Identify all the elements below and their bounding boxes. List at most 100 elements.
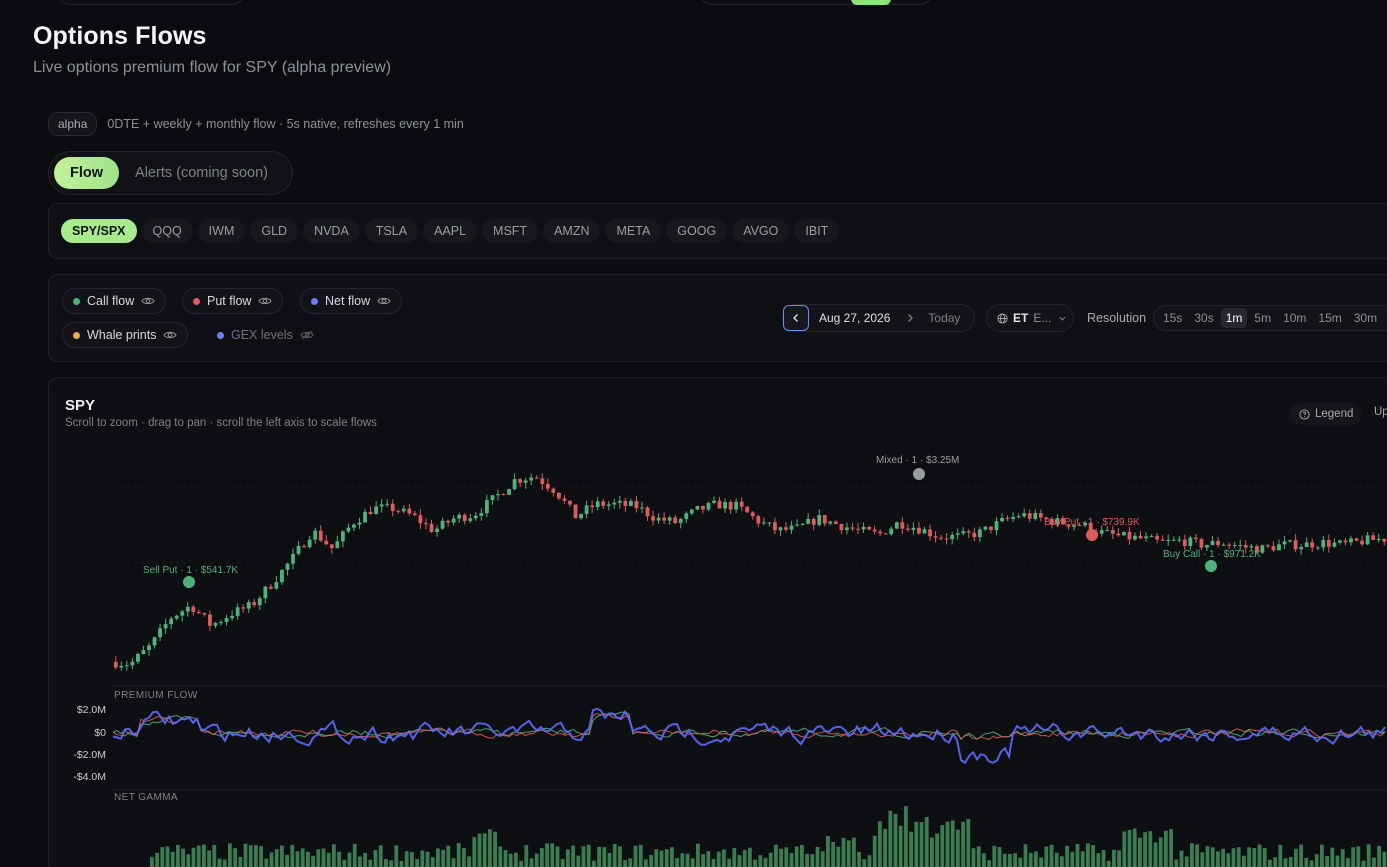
gamma-bar: [1028, 852, 1033, 867]
gamma-bar: [207, 850, 211, 867]
ticker-spy-spx[interactable]: SPY/SPX: [61, 219, 137, 243]
gex-levels-dot: [217, 331, 224, 339]
candle-body: [1205, 544, 1209, 548]
ticker-goog[interactable]: GOOG: [666, 219, 728, 243]
layer-chip-whale-prints[interactable]: Whale prints: [62, 322, 189, 348]
gamma-bar: [1221, 848, 1225, 867]
gamma-bar: [410, 852, 414, 867]
gamma-bar: [805, 853, 809, 867]
gamma-bar: [477, 833, 482, 867]
layer-chip-put-flow[interactable]: Put flow: [182, 288, 284, 314]
gamma-bar: [295, 851, 300, 867]
resolution-15m[interactable]: 15m: [1318, 311, 1342, 325]
eye-icon[interactable]: [163, 330, 178, 340]
legend-button[interactable]: Legend: [1290, 403, 1363, 425]
gamma-bar: [872, 835, 877, 867]
ticker-aapl[interactable]: AAPL: [423, 219, 478, 243]
candle-body: [977, 529, 982, 538]
eye-icon[interactable]: [141, 296, 155, 306]
ticker-msft[interactable]: MSFT: [482, 219, 539, 243]
gamma-bar: [930, 837, 934, 867]
layer-chip-call-flow[interactable]: Call flow: [62, 288, 167, 314]
gamma-bar: [1060, 856, 1064, 867]
gamma-bar: [1262, 848, 1267, 867]
gamma-bar: [503, 850, 508, 867]
chart-extra-button[interactable]: Up: [1374, 406, 1387, 418]
gamma-bar: [1034, 851, 1038, 867]
gamma-bar: [1382, 851, 1387, 867]
ticker-meta[interactable]: META: [605, 219, 662, 243]
layer-chip-net-flow[interactable]: Net flow: [300, 288, 403, 314]
ticker-ibit[interactable]: IBIT: [794, 219, 840, 243]
eye-icon[interactable]: [377, 296, 391, 306]
premium-axis-tick: $0: [94, 727, 106, 739]
candle-body: [872, 529, 877, 532]
today-button[interactable]: Today: [928, 311, 961, 325]
gamma-bar: [997, 847, 1002, 867]
candle-body: [208, 614, 212, 626]
gamma-bar: [1132, 828, 1137, 867]
whale-marker-label: Sell Put · 1 · $541.7K: [143, 565, 238, 576]
timezone-select[interactable]: ET E...: [986, 304, 1074, 332]
gamma-bar: [1257, 844, 1262, 867]
ticker-iwm[interactable]: IWM: [197, 219, 246, 243]
candle-body: [568, 500, 572, 505]
candle-body: [579, 513, 583, 519]
ticker-gld[interactable]: GLD: [250, 219, 299, 243]
candle-body: [1171, 539, 1176, 541]
gamma-bar: [451, 858, 456, 867]
ticker-amzn[interactable]: AMZN: [543, 219, 601, 243]
next-day-button[interactable]: [904, 313, 916, 323]
candle-body: [656, 517, 661, 521]
gamma-bar: [638, 844, 643, 867]
candle-body: [767, 522, 772, 524]
gamma-bar: [342, 859, 347, 867]
gamma-bar: [378, 845, 383, 867]
tab-alerts[interactable]: Alerts (coming soon): [135, 165, 268, 181]
ticker-nvda[interactable]: NVDA: [303, 219, 360, 243]
candle-body: [335, 541, 340, 549]
candle-body: [280, 569, 284, 583]
tab-flow[interactable]: Flow: [54, 157, 120, 189]
ticker-qqq[interactable]: QQQ: [141, 219, 193, 243]
gamma-bar: [940, 825, 945, 867]
gamma-bar: [269, 852, 274, 867]
premium-axis-tick: $2.0M: [77, 704, 106, 716]
gamma-bar: [300, 848, 305, 867]
candle-body: [983, 526, 988, 530]
resolution-30m[interactable]: 30m: [1353, 311, 1378, 325]
layer-chip-gex-levels[interactable]: GEX levels: [206, 322, 325, 348]
prev-day-button[interactable]: [783, 305, 809, 331]
candle-body: [800, 523, 805, 525]
candle-body: [1238, 545, 1243, 547]
current-date[interactable]: Aug 27, 2026: [819, 311, 891, 325]
gamma-bar: [1080, 851, 1085, 867]
resolution-30s[interactable]: 30s: [1194, 311, 1214, 325]
whale-marker-mixed: [913, 468, 925, 480]
gamma-bar: [1216, 851, 1220, 867]
resolution-10m[interactable]: 10m: [1283, 311, 1307, 325]
eye-off-icon[interactable]: [300, 330, 314, 340]
candle-body: [529, 477, 534, 481]
candle-body: [246, 602, 251, 609]
resolution-1m[interactable]: 1m: [1220, 308, 1248, 328]
candle-body: [1027, 513, 1032, 519]
gamma-bar: [514, 852, 518, 867]
resolution-15s[interactable]: 15s: [1163, 311, 1183, 325]
gamma-bar: [1122, 831, 1127, 867]
whale-marker-buy-put: [1086, 529, 1098, 541]
gamma-bar: [1112, 849, 1116, 867]
ticker-tsla[interactable]: TSLA: [364, 219, 419, 243]
gamma-bar: [878, 821, 882, 867]
eye-icon[interactable]: [258, 296, 273, 306]
gamma-bar: [456, 843, 461, 867]
candle-body: [1376, 538, 1381, 541]
candle-body: [1310, 542, 1315, 548]
candle-body: [1254, 546, 1259, 553]
gamma-bar: [1330, 847, 1335, 867]
resolution-5m[interactable]: 5m: [1254, 311, 1272, 325]
ticker-avgo[interactable]: AVGO: [732, 219, 790, 243]
net-flow-line: [112, 707, 1386, 765]
net-gamma-label: NET GAMMA: [114, 792, 178, 803]
